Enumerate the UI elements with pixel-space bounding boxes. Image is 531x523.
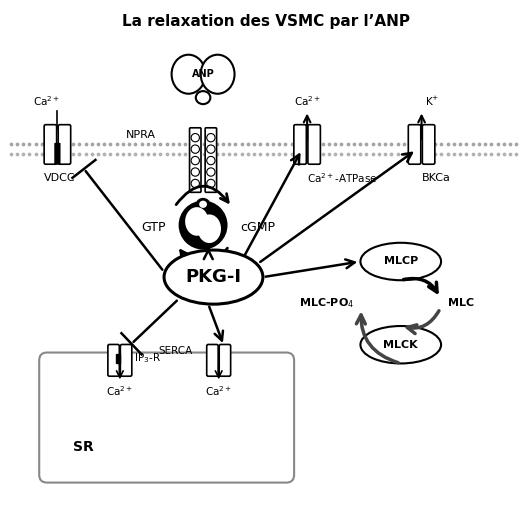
Text: Ca$^{2+}$: Ca$^{2+}$ (205, 384, 232, 399)
Text: Ca$^{2+}$: Ca$^{2+}$ (294, 94, 321, 108)
Circle shape (191, 133, 200, 142)
FancyBboxPatch shape (39, 353, 294, 483)
Ellipse shape (196, 199, 210, 210)
Text: Ca$^{2+}$-ATPase: Ca$^{2+}$-ATPase (307, 172, 378, 185)
Text: Ca$^{2+}$: Ca$^{2+}$ (106, 384, 133, 399)
Text: PKG-I: PKG-I (185, 268, 242, 286)
Ellipse shape (196, 91, 210, 104)
FancyBboxPatch shape (408, 124, 421, 164)
Text: MLCP: MLCP (383, 256, 418, 267)
FancyBboxPatch shape (121, 345, 132, 376)
FancyBboxPatch shape (207, 345, 218, 376)
Ellipse shape (361, 243, 441, 280)
Ellipse shape (185, 207, 209, 236)
Ellipse shape (179, 202, 227, 248)
Text: K$^{+}$: K$^{+}$ (425, 95, 439, 108)
Text: SERCA: SERCA (158, 346, 193, 356)
Circle shape (207, 156, 215, 165)
FancyBboxPatch shape (205, 128, 217, 192)
FancyBboxPatch shape (308, 124, 320, 164)
Ellipse shape (198, 214, 221, 243)
Text: MLC: MLC (448, 298, 474, 308)
FancyBboxPatch shape (44, 124, 57, 164)
Text: MLC-PO$_4$: MLC-PO$_4$ (299, 296, 354, 310)
FancyBboxPatch shape (190, 128, 201, 192)
Text: VDCC: VDCC (44, 173, 76, 183)
Text: MLCK: MLCK (383, 340, 418, 350)
Circle shape (207, 179, 215, 188)
Text: SR: SR (73, 440, 94, 454)
Ellipse shape (172, 55, 205, 94)
FancyBboxPatch shape (219, 345, 230, 376)
Circle shape (207, 133, 215, 142)
FancyBboxPatch shape (422, 124, 435, 164)
FancyBboxPatch shape (58, 124, 71, 164)
Circle shape (191, 168, 200, 176)
Text: ANP: ANP (192, 69, 215, 79)
Circle shape (191, 145, 200, 153)
Ellipse shape (164, 250, 263, 304)
Text: BKCa: BKCa (422, 173, 450, 183)
FancyBboxPatch shape (108, 345, 119, 376)
Text: GTP: GTP (141, 221, 166, 234)
Ellipse shape (361, 326, 441, 363)
FancyBboxPatch shape (294, 124, 306, 164)
Circle shape (207, 145, 215, 153)
Ellipse shape (201, 55, 235, 94)
Text: cGMP: cGMP (240, 221, 275, 234)
Text: La relaxation des VSMC par l’ANP: La relaxation des VSMC par l’ANP (122, 15, 409, 29)
Bar (116, 354, 121, 363)
Ellipse shape (199, 201, 207, 208)
Circle shape (207, 168, 215, 176)
Text: NPRA: NPRA (126, 130, 156, 140)
Circle shape (191, 179, 200, 188)
Text: Ca$^{2+}$: Ca$^{2+}$ (33, 94, 61, 108)
FancyBboxPatch shape (54, 143, 61, 165)
Circle shape (191, 156, 200, 165)
Text: IP$_3$-R: IP$_3$-R (134, 351, 161, 365)
